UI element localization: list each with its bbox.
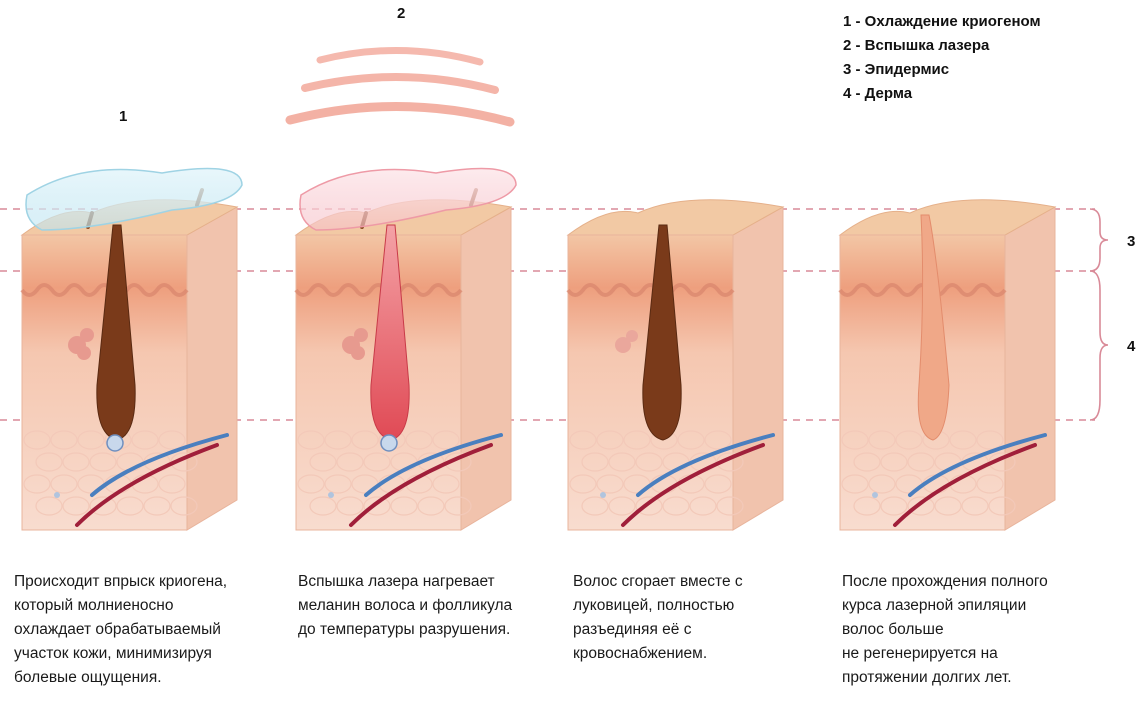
caption-line: Вспышка лазера нагревает: [298, 573, 495, 590]
caption-step-1: Происходит впрыск криогена, который молн…: [14, 570, 227, 690]
caption-line: участок кожи, минимизируя: [14, 645, 212, 662]
caption-line: охлаждает обрабатываемый: [14, 621, 221, 638]
legend: 1 - Охлаждение криогеном 2 - Вспышка лаз…: [843, 10, 1041, 106]
caption-line: меланин волоса и фолликула: [298, 597, 513, 614]
skin-block-2: [294, 167, 517, 531]
cryogen-cap: [25, 167, 243, 231]
legend-item-laser: 2 - Вспышка лазера: [843, 37, 990, 54]
caption-line: волос больше: [842, 621, 944, 638]
caption-line: до температуры разрушения.: [298, 621, 511, 638]
legend-item-epidermis: 3 - Эпидермис: [843, 61, 950, 78]
caption-line: протяжении долгих лет.: [842, 669, 1012, 686]
legend-item-dermis: 4 - Дерма: [843, 85, 913, 102]
dermis-bracket: [1089, 270, 1109, 421]
caption-line: разъединяя её с: [573, 621, 692, 638]
layer-number-3: 3: [1127, 233, 1136, 250]
layer-brackets: [1089, 208, 1109, 421]
caption-line: После прохождения полного: [842, 573, 1048, 590]
laser-cap: [299, 167, 517, 231]
caption-line: луковицей, полностью: [573, 597, 735, 614]
laser-waves: [285, 46, 515, 127]
skin-block-4: [838, 199, 1057, 531]
skin-block-1: [20, 167, 243, 531]
skin-block-3: [566, 199, 785, 531]
caption-step-4: После прохождения полного курса лазерной…: [842, 570, 1048, 690]
step-number-2: 2: [397, 5, 406, 22]
caption-line: Волос сгорает вместе с: [573, 573, 743, 590]
legend-item-cryogen: 1 - Охлаждение криогеном: [843, 13, 1041, 30]
layer-number-4: 4: [1127, 338, 1136, 355]
caption-line: не регенерируется на: [842, 645, 998, 662]
caption-line: болевые ощущения.: [14, 669, 162, 686]
caption-line: Происходит впрыск криогена,: [14, 573, 228, 590]
caption-line: который молниеносно: [14, 597, 174, 614]
caption-step-3: Волос сгорает вместе с луковицей, полнос…: [573, 570, 743, 666]
caption-line: кровоснабжением.: [573, 645, 708, 662]
caption-line: курса лазерной эпиляции: [842, 597, 1027, 614]
epidermis-bracket: [1089, 208, 1109, 272]
caption-step-2: Вспышка лазера нагревает меланин волоса …: [298, 570, 512, 642]
step-number-1: 1: [119, 108, 128, 125]
